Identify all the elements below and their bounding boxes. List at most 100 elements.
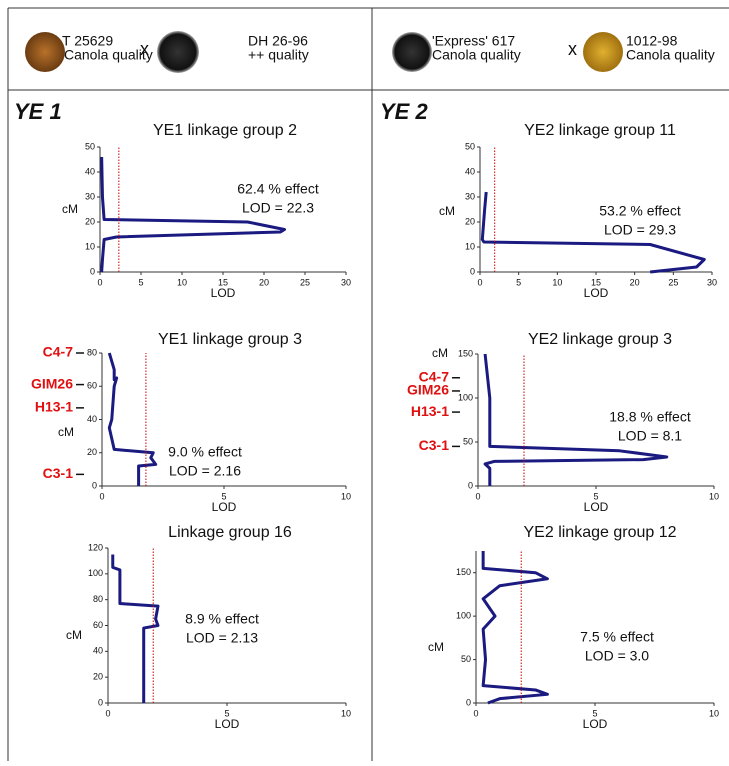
annotation: 8.9 % effect: [185, 611, 259, 627]
annotation: 53.2 % effect: [599, 203, 681, 219]
y-tick-label: 0: [466, 697, 471, 707]
y-axis-label: cM: [432, 346, 448, 360]
x-tick-label: 5: [516, 277, 521, 287]
y-tick-label: 40: [85, 166, 95, 176]
y-tick-label: 40: [465, 166, 475, 176]
cross: x: [140, 39, 149, 59]
annotation: 62.4 % effect: [237, 181, 319, 197]
y-axis-label: cM: [58, 425, 74, 439]
y-tick-label: 0: [468, 480, 473, 490]
y-axis-label: cM: [439, 204, 455, 218]
y-tick-label: 20: [93, 672, 103, 682]
y-tick-label: 10: [85, 241, 95, 251]
annotation: 7.5 % effect: [580, 629, 654, 645]
lod-curve: [483, 551, 547, 703]
x-tick-label: 25: [668, 277, 678, 287]
x-axis-label: LOD: [212, 500, 237, 514]
chart-title: YE2 linkage group 12: [524, 524, 677, 541]
y-tick-label: 100: [88, 568, 103, 578]
marker-label: C3-1: [419, 437, 450, 453]
y-tick-label: 30: [85, 191, 95, 201]
parent-quality: Canola quality: [626, 47, 715, 63]
y-tick-label: 80: [87, 347, 97, 357]
x-axis-label: LOD: [211, 286, 236, 300]
section-label: YE 2: [380, 99, 428, 124]
marker-label: C3-1: [43, 465, 74, 481]
annotation: 18.8 % effect: [609, 409, 691, 425]
x-tick-label: 30: [341, 277, 351, 287]
y-tick-label: 50: [465, 141, 475, 151]
x-tick-label: 30: [707, 277, 717, 287]
y-tick-label: 20: [85, 216, 95, 226]
x-tick-label: 10: [341, 708, 351, 718]
y-tick-label: 60: [93, 620, 103, 630]
annotation: 9.0 % effect: [168, 444, 242, 460]
chart-title: YE1 linkage group 2: [153, 122, 297, 139]
x-axis-label: LOD: [584, 286, 609, 300]
x-axis-label: LOD: [215, 717, 240, 731]
annotation: LOD = 22.3: [242, 200, 314, 216]
cross: x: [568, 39, 577, 59]
y-tick-label: 40: [87, 414, 97, 424]
marker-label: C4-7: [43, 344, 74, 360]
annotation: LOD = 3.0: [585, 648, 649, 664]
x-tick-label: 0: [473, 708, 478, 718]
lod-curve: [113, 554, 158, 703]
y-tick-label: 80: [93, 594, 103, 604]
y-axis-label: cM: [62, 202, 78, 216]
lod-curve: [109, 353, 155, 486]
annotation: LOD = 8.1: [618, 428, 682, 444]
y-tick-label: 40: [93, 646, 103, 656]
chart-title: YE1 linkage group 3: [158, 331, 302, 348]
seed-image: [25, 32, 65, 72]
chart-title: Linkage group 16: [168, 524, 292, 541]
annotation: LOD = 2.16: [169, 463, 241, 479]
x-tick-label: 10: [177, 277, 187, 287]
y-tick-label: 100: [456, 611, 471, 621]
marker-label: H13-1: [411, 403, 449, 419]
y-tick-label: 50: [463, 436, 473, 446]
y-tick-label: 20: [465, 216, 475, 226]
x-tick-label: 10: [709, 708, 719, 718]
x-tick-label: 5: [138, 277, 143, 287]
seed-image: [392, 32, 432, 72]
y-tick-label: 10: [465, 241, 475, 251]
annotation: LOD = 29.3: [604, 222, 676, 238]
marker-label: GIM26: [407, 382, 449, 398]
x-tick-label: 10: [341, 491, 351, 501]
parent-quality: Canola quality: [432, 47, 521, 63]
x-tick-label: 10: [709, 491, 719, 501]
annotation: LOD = 2.13: [186, 630, 258, 646]
x-axis-label: LOD: [584, 500, 609, 514]
y-tick-label: 50: [461, 654, 471, 664]
y-tick-label: 120: [88, 542, 103, 552]
y-axis-label: cM: [66, 628, 82, 642]
y-tick-label: 60: [87, 381, 97, 391]
x-tick-label: 0: [475, 491, 480, 501]
x-tick-label: 20: [259, 277, 269, 287]
section-label: YE 1: [14, 99, 62, 124]
x-tick-label: 0: [99, 491, 104, 501]
x-tick-label: 0: [97, 277, 102, 287]
y-tick-label: 0: [90, 266, 95, 276]
y-tick-label: 100: [458, 392, 473, 402]
y-tick-label: 0: [470, 266, 475, 276]
y-tick-label: 50: [85, 141, 95, 151]
chart-title: YE2 linkage group 11: [524, 122, 676, 139]
y-tick-label: 150: [458, 348, 473, 358]
x-tick-label: 25: [300, 277, 310, 287]
chart-title: YE2 linkage group 3: [528, 331, 672, 348]
marker-label: GIM26: [31, 375, 73, 391]
x-axis-label: LOD: [583, 717, 608, 731]
x-tick-label: 0: [105, 708, 110, 718]
y-tick-label: 0: [98, 697, 103, 707]
y-tick-label: 150: [456, 567, 471, 577]
y-tick-label: 30: [465, 191, 475, 201]
x-tick-label: 20: [630, 277, 640, 287]
parent-quality: ++ quality: [248, 47, 309, 63]
marker-label: H13-1: [35, 399, 73, 415]
y-tick-label: 0: [92, 480, 97, 490]
y-axis-label: cM: [428, 640, 444, 654]
figure: T 25629 Canola quality x DH 26-96 ++ qua…: [0, 0, 729, 761]
seed-image: [157, 31, 199, 73]
